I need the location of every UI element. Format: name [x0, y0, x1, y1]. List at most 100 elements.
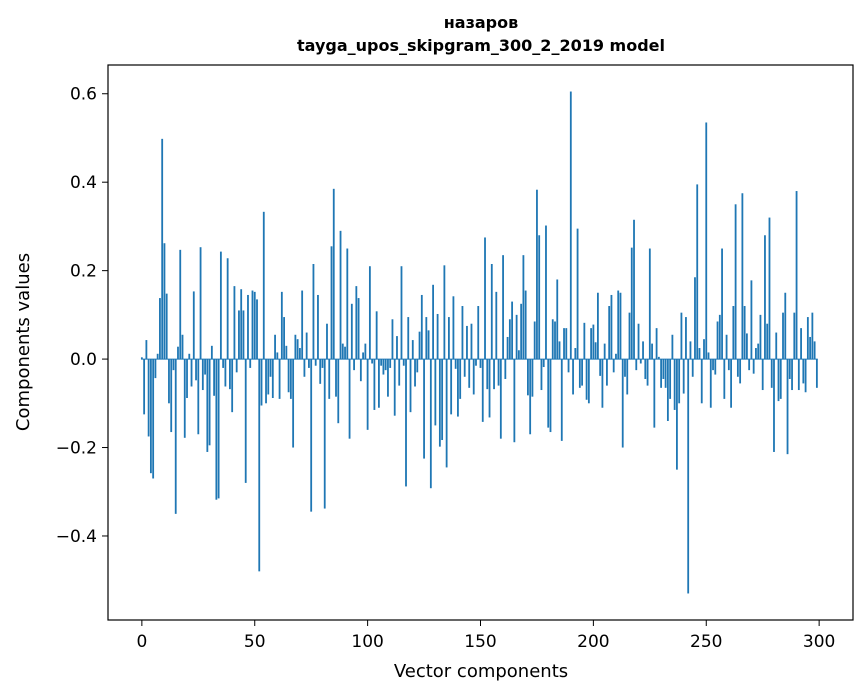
bar	[757, 343, 760, 360]
bar	[696, 184, 699, 360]
bar	[477, 306, 480, 360]
bar	[590, 328, 593, 360]
bar	[752, 359, 755, 374]
bar	[682, 359, 685, 394]
bar	[601, 359, 604, 408]
bar	[163, 243, 166, 360]
bar	[384, 359, 387, 371]
bar	[527, 359, 529, 396]
bar	[355, 286, 358, 360]
bar	[608, 306, 611, 360]
bar	[635, 359, 638, 371]
bar	[766, 323, 769, 360]
bar	[278, 359, 281, 399]
bar	[642, 341, 644, 360]
bar	[576, 228, 579, 360]
bar	[554, 321, 556, 360]
bar	[183, 359, 186, 438]
bar	[779, 359, 782, 399]
bar	[149, 359, 152, 474]
x-tick-label: 0	[136, 632, 147, 652]
bar	[565, 328, 568, 360]
bar	[238, 310, 240, 360]
bar	[269, 359, 272, 377]
bar	[583, 322, 586, 360]
bar	[811, 312, 814, 360]
bar	[533, 321, 536, 360]
bar	[689, 341, 692, 360]
bar	[727, 359, 730, 371]
bar	[174, 359, 177, 514]
bar	[233, 286, 236, 360]
bar	[425, 317, 428, 360]
x-tick-label: 300	[803, 632, 835, 652]
y-tick-label: −0.2	[56, 439, 97, 459]
bar	[495, 291, 498, 360]
bar	[253, 291, 256, 360]
bar	[229, 359, 231, 390]
bar	[536, 189, 538, 360]
bar	[775, 332, 778, 360]
bar	[231, 359, 234, 413]
bar	[170, 359, 173, 433]
bar	[547, 359, 550, 428]
bar	[258, 359, 261, 572]
bar	[154, 359, 157, 379]
bar	[298, 348, 301, 360]
bar	[262, 211, 265, 360]
bar	[815, 359, 818, 388]
bar	[687, 359, 690, 594]
bar	[502, 255, 504, 360]
bar	[461, 306, 464, 360]
bar	[531, 359, 534, 397]
bar	[319, 359, 322, 384]
bar	[800, 328, 802, 360]
bar	[195, 359, 197, 381]
bar	[569, 91, 572, 360]
bar	[217, 359, 220, 499]
bar	[303, 359, 306, 377]
bar	[459, 359, 462, 399]
bar	[725, 334, 728, 360]
chart-title: назаров	[444, 13, 519, 32]
bar	[788, 359, 791, 379]
bar	[506, 336, 509, 360]
bar	[192, 291, 195, 360]
bar	[707, 352, 710, 360]
bar	[267, 359, 270, 395]
bar	[795, 191, 798, 360]
bar	[497, 359, 500, 386]
bar	[678, 359, 681, 404]
bar	[545, 225, 547, 360]
bar	[280, 291, 283, 360]
bar	[172, 359, 175, 371]
bar	[755, 348, 757, 360]
bar	[479, 359, 482, 368]
bar	[664, 359, 667, 388]
bar	[802, 359, 805, 384]
bar	[486, 359, 489, 390]
bar	[522, 255, 525, 360]
bar	[436, 313, 439, 360]
bar	[730, 359, 732, 408]
bar	[423, 359, 425, 459]
bar	[669, 359, 672, 399]
bar	[472, 359, 475, 395]
bar	[378, 359, 380, 408]
bar	[470, 323, 473, 360]
bar	[260, 359, 263, 406]
bar	[691, 359, 694, 377]
bar	[375, 311, 378, 360]
bar	[452, 296, 455, 360]
bar	[168, 359, 170, 404]
bar	[391, 319, 394, 360]
bar	[201, 359, 204, 391]
bar	[222, 359, 225, 368]
bar	[508, 319, 511, 360]
bar	[427, 330, 430, 360]
y-tick-label: 0.6	[70, 85, 97, 105]
bar	[660, 359, 663, 388]
bar	[405, 359, 407, 487]
bar	[599, 359, 602, 376]
bar	[396, 336, 398, 360]
